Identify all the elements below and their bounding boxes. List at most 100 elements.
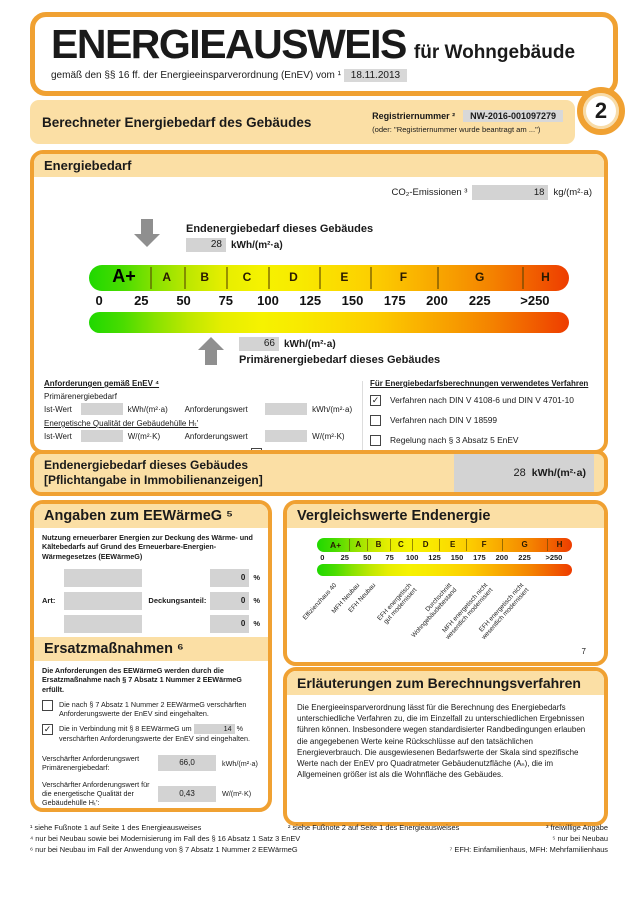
ist-wert-huelle-field[interactable] — [80, 430, 123, 442]
co2-value-field[interactable]: 18 — [472, 185, 549, 200]
footnote: ⁵ nur bei Neubau — [552, 834, 608, 844]
checkbox-verfahren-din18599[interactable] — [370, 415, 381, 426]
primaerenergie-unit: kWh/(m²·a) — [284, 338, 336, 350]
scale-tick-label: 50 — [363, 553, 372, 562]
req1-unit: kWh/(m²·a) — [222, 758, 258, 768]
req2-label: Verschärfter Anforderungswert für die en… — [42, 780, 150, 808]
scale-tick-label: 175 — [473, 553, 486, 562]
scale-letter: E — [340, 270, 349, 284]
checkbox-ersatz-par7[interactable] — [42, 700, 53, 712]
eewaermeg-anteil-field-3[interactable]: 0 — [210, 614, 250, 633]
band-line2: [Pflichtangabe in Immobilienanzeigen] — [44, 473, 263, 487]
band-value-field[interactable]: 28 kWh/(m²·a) — [454, 454, 594, 492]
vergleich-label: EFH energetisch gut modernisiert — [376, 582, 419, 626]
anforderungen-group1: Primärenergiebedarf — [44, 392, 117, 401]
scale-letter: D — [289, 270, 298, 284]
unit-label: kWh/(m²·a) — [127, 404, 168, 414]
checkbox-ersatz-par8[interactable] — [42, 724, 53, 736]
registration-value-field[interactable]: NW-2016-001097279 — [463, 110, 563, 122]
footnote: ¹ siehe Fußnote 1 auf Seite 1 des Energi… — [30, 823, 202, 832]
checkbox-regelung-par3[interactable] — [370, 435, 381, 446]
column-divider — [362, 381, 363, 450]
eewaermeg-art-field-2[interactable] — [64, 591, 142, 610]
eewaermeg-art-field-1[interactable] — [64, 568, 142, 587]
footnote: ⁶ nur bei Neubau im Fall der Anwendung v… — [30, 845, 298, 855]
eewaermeg-anteil-field-2[interactable]: 0 — [210, 591, 250, 610]
ersatz-cb2-pre: Die in Verbindung mit § 8 EEWärmeG um — [59, 724, 192, 734]
req1-label: Verschärfter Anforderungswert Primärener… — [42, 754, 140, 773]
registration-note: (oder: "Registriernummer wurde beantragt… — [372, 125, 541, 134]
document-title-box: ENERGIEAUSWEIS für Wohngebäude gemäß den … — [30, 12, 618, 96]
scale-tick-label: >250 — [545, 553, 563, 562]
vergleich-labels: Effizienzhaus 40 MFH Neubau EFH Neubau E… — [302, 580, 572, 654]
scale-tick-label: 75 — [218, 293, 234, 308]
checkbox-verfahren-din4108[interactable] — [370, 395, 381, 406]
ersatz-percent-field[interactable]: 14 — [193, 724, 235, 735]
scale-tick-label: 200 — [426, 293, 448, 308]
vergleich-footnote-mark: 7 — [581, 647, 586, 656]
footnote: ³ freiwillige Angabe — [545, 823, 608, 832]
scale-letter: G — [521, 540, 528, 549]
anforderungswert-label: Anforderungswert — [184, 404, 248, 414]
erlaeuterungen-section: Erläuterungen zum Berechnungsverfahren D… — [283, 667, 608, 826]
ist-wert-label: Ist-Wert — [44, 431, 72, 441]
scale-letter: B — [200, 270, 210, 284]
scale-tick-label: >250 — [520, 293, 550, 308]
energiebedarf-section: Energiebedarf CO₂-Emissionen ³ 18 kg/(m²… — [30, 150, 608, 454]
eewaermeg-anteil-field-1[interactable]: 0 — [210, 568, 250, 587]
req1-value-field[interactable]: 66,0 — [158, 755, 216, 772]
endenergie-value-field[interactable]: 28 — [186, 238, 226, 252]
footnote: ² siehe Fußnote 2 auf Seite 1 des Energi… — [287, 823, 460, 832]
page-title: ENERGIEAUSWEIS — [51, 21, 407, 67]
verfahren-item-label: Regelung nach § 3 Absatz 5 EnEV — [390, 435, 519, 445]
band-line1: Endenergiebedarf dieses Gebäudes — [44, 458, 249, 472]
scale-tick-label: 100 — [257, 293, 279, 308]
deckungsanteil-label: Deckungsanteil: — [148, 596, 207, 606]
unit-label: W/(m²·K) — [312, 431, 345, 441]
ist-wert-primaer-field[interactable] — [80, 403, 123, 415]
vergleich-scale-tick-row: 0 25 50 75 100 125 150 175 200 225 >250 — [317, 552, 572, 564]
checkbox-sommer-eingehalten[interactable] — [250, 448, 262, 450]
scale-letter: G — [475, 270, 485, 284]
req2-value-field[interactable]: 0,43 — [158, 785, 216, 802]
vergleichswerte-header: Vergleichswerte Endenergie — [287, 504, 604, 528]
ersatz-cb2-post: verschärften Anforderungswerte der EnEV … — [59, 734, 250, 744]
unit-label: W/(m²·K) — [127, 431, 161, 441]
scale-letter: B — [375, 540, 382, 549]
verfahren-item-label: Verfahren nach DIN V 4108-6 und DIN V 47… — [390, 395, 574, 405]
eewaermeg-intro: Nutzung erneuerbarer Energien zur Deckun… — [42, 533, 253, 561]
erlaeuterungen-header: Erläuterungen zum Berechnungsverfahren — [287, 671, 604, 695]
scale-letter: H — [541, 270, 550, 284]
anforderungen-group2: Energetische Qualität der Gebäudehülle H… — [44, 419, 199, 428]
eewaermeg-header: Angaben zum EEWärmeG ⁵ — [34, 504, 268, 528]
ersatz-cb2-label: Die in Verbindung mit § 8 EEWärmeG um 14… — [59, 724, 260, 743]
sommer-waermeschutz-label: Sommerlicher Wärmeschutz (bei Neubau) — [44, 449, 193, 450]
page-title-suffix: für Wohngebäude — [413, 42, 576, 63]
scale-tick-label: 0 — [95, 293, 103, 308]
footnotes: ¹ siehe Fußnote 1 auf Seite 1 des Energi… — [30, 822, 608, 855]
footnote: ⁷ EFH: Einfamilienhaus, MFH: Mehrfamilie… — [449, 845, 608, 855]
verfahren-block: Für Energiebedarfsberechnungen verwendet… — [370, 379, 598, 450]
scale-letter: F — [399, 270, 408, 284]
scale-tick-label: 25 — [134, 293, 149, 308]
primaerenergie-marker-arrow-up-icon — [198, 337, 224, 365]
anforderungswert-primaer-field[interactable] — [265, 403, 308, 415]
anforderungen-title: Anforderungen gemäß EnEV ⁴ — [44, 379, 160, 388]
scale-letter: F — [481, 540, 487, 549]
anforderungswert-label: Anforderungswert — [184, 431, 248, 441]
section-title: Berechneter Energiebedarf des Gebäudes — [42, 114, 312, 130]
scale-tick-label: 25 — [340, 553, 349, 562]
scale-tick-label: 150 — [450, 553, 464, 562]
eewaermeg-art-field-3[interactable] — [64, 614, 142, 633]
primaerenergie-value-field[interactable]: 66 — [239, 337, 279, 351]
eingehalten-label: eingehalten — [276, 449, 317, 450]
enev-date-field[interactable]: 18.11.2013 — [343, 69, 408, 82]
anforderungswert-huelle-field[interactable] — [265, 430, 308, 442]
scale-tick-label: 200 — [495, 553, 509, 562]
band-unit: kWh/(m²·a) — [531, 467, 586, 479]
eewaermeg-section: Angaben zum EEWärmeG ⁵ Nutzung erneuerba… — [30, 500, 272, 812]
endenergie-band: Endenergiebedarf dieses Gebäudes [Pflich… — [30, 450, 608, 496]
endenergie-unit: kWh/(m²·a) — [231, 239, 283, 251]
subtitle: gemäß den §§ 16 ff. der Energieeinsparve… — [51, 70, 341, 81]
vergleich-label: EFH energetisch nicht wesentlich moderni… — [477, 582, 531, 642]
